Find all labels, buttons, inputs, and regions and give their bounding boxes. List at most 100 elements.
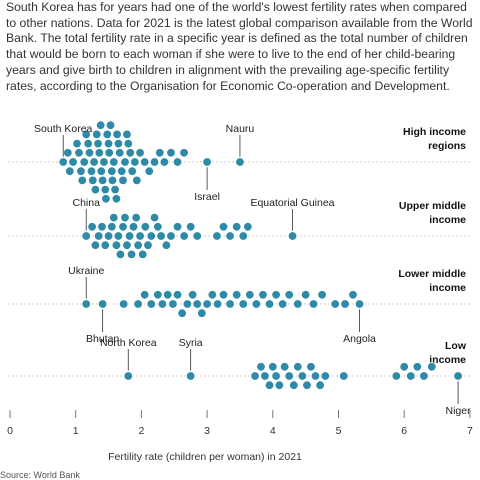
- group-label-line: income: [429, 214, 466, 226]
- data-point: [123, 371, 133, 381]
- data-point: [97, 175, 108, 186]
- data-point: [293, 299, 303, 309]
- data-point: [104, 148, 114, 158]
- data-point: [317, 290, 327, 300]
- data-point: [202, 299, 212, 309]
- data-point: [153, 290, 163, 300]
- data-point: [348, 290, 358, 300]
- data-point: [197, 308, 207, 318]
- x-tick-label: 0: [7, 425, 13, 437]
- data-point: [81, 231, 91, 241]
- data-point: [93, 138, 103, 149]
- data-point: [177, 308, 187, 318]
- data-point: [113, 231, 124, 241]
- data-point: [139, 157, 150, 167]
- data-point: [264, 380, 275, 390]
- group-label-line: regions: [428, 140, 466, 152]
- data-point: [133, 299, 143, 309]
- data-point: [120, 212, 130, 223]
- data-point: [320, 371, 331, 381]
- data-point: [202, 157, 212, 167]
- data-point: [81, 299, 91, 309]
- data-point: [251, 299, 262, 309]
- data-point: [122, 129, 132, 140]
- data-point: [315, 380, 325, 390]
- intro-paragraph: South Korea has for years had one of the…: [6, 0, 473, 93]
- group-label-line: Lower middle: [398, 268, 466, 280]
- annotation-label: Angola: [343, 333, 376, 345]
- data-point: [77, 175, 87, 186]
- data-point: [172, 222, 183, 232]
- data-point: [90, 184, 101, 195]
- data-point: [110, 184, 120, 195]
- data-point: [115, 249, 126, 260]
- data-point: [179, 148, 189, 158]
- data-point: [92, 129, 102, 140]
- data-point: [131, 212, 141, 223]
- beeswarm-chart: High income regions South Korea Israel Nauru…: [7, 120, 473, 463]
- data-point: [238, 231, 248, 241]
- x-tick-label: 7: [467, 425, 473, 437]
- data-point: [182, 299, 193, 309]
- data-point: [111, 240, 122, 250]
- data-point: [120, 157, 130, 167]
- x-tick-label: 4: [270, 425, 276, 437]
- data-point: [427, 362, 437, 372]
- data-point: [340, 299, 350, 309]
- data-point: [83, 138, 93, 149]
- data-point: [297, 371, 308, 381]
- data-point: [245, 290, 255, 300]
- data-point: [258, 290, 268, 300]
- data-point: [65, 166, 75, 176]
- data-point: [256, 362, 266, 372]
- group-label: High income regions: [403, 126, 466, 152]
- x-tick-label: 1: [73, 425, 79, 437]
- data-point: [354, 299, 365, 309]
- data-point: [107, 222, 117, 232]
- data-point: [132, 175, 142, 186]
- annotation-label: Israel: [194, 191, 220, 203]
- data-point: [118, 222, 128, 232]
- data-point: [225, 231, 235, 241]
- data-point: [159, 157, 170, 167]
- data-point: [155, 148, 165, 158]
- annotation-label: China: [72, 197, 100, 209]
- data-point: [139, 290, 150, 300]
- data-point: [126, 249, 137, 260]
- data-point: [264, 299, 275, 309]
- data-point: [97, 222, 107, 232]
- data-point: [111, 194, 122, 204]
- data-point: [166, 148, 176, 158]
- data-point: [162, 290, 173, 300]
- data-point: [185, 222, 196, 232]
- group-label-line: income: [429, 282, 466, 294]
- data-point: [339, 371, 349, 381]
- annotation-label: Nauru: [226, 123, 255, 135]
- data-point: [107, 166, 117, 176]
- data-point: [115, 148, 125, 158]
- data-point: [87, 222, 97, 232]
- x-tick-label: 5: [336, 425, 342, 437]
- data-point: [128, 222, 139, 232]
- annotation-label: Niger: [446, 405, 472, 417]
- data-point: [63, 148, 73, 158]
- x-axis-ticks: 0 1 2 3 4 5 6 7: [7, 410, 473, 437]
- data-point: [79, 157, 89, 167]
- source-note: Source: World Bank: [0, 470, 80, 480]
- data-point: [293, 362, 303, 372]
- data-point: [88, 175, 98, 186]
- data-point: [107, 175, 118, 186]
- data-point: [250, 371, 260, 381]
- annotation-label: Bhutan: [86, 333, 119, 345]
- data-point: [125, 148, 135, 158]
- data-point: [68, 157, 78, 167]
- data-point: [310, 371, 321, 381]
- x-axis: 0 1 2 3 4 5 6 7 Fertility rate (children per wo…: [7, 410, 473, 463]
- data-point: [149, 212, 160, 223]
- group-label: Upper middle income: [399, 200, 466, 226]
- data-point: [149, 157, 160, 167]
- data-point: [153, 222, 163, 232]
- data-point: [218, 222, 229, 232]
- data-point: [109, 157, 119, 167]
- data-point: [122, 240, 132, 250]
